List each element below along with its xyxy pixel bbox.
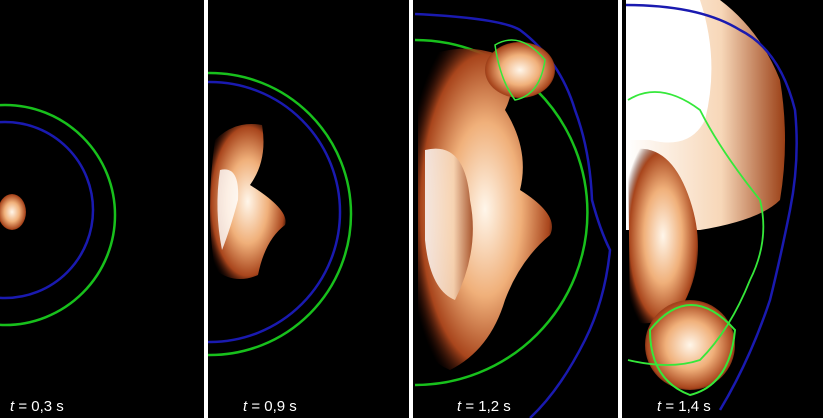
panel (0, 0, 204, 418)
time-value: = 1,4 s (665, 398, 710, 415)
panel-background (0, 0, 204, 418)
time-variable: t (657, 398, 662, 415)
simulation-figure: t = 0,3 s t = 0,9 s t = 1,2 s t = 1,4 s (0, 0, 823, 418)
time-value: = 0,3 s (18, 398, 63, 415)
time-value: = 0,9 s (251, 398, 296, 415)
time-label: t = 1,4 s (657, 398, 711, 415)
time-variable: t (457, 398, 462, 415)
panel (413, 0, 618, 418)
time-label: t = 0,9 s (243, 398, 297, 415)
hot-core (626, 0, 711, 143)
time-value: = 1,2 s (465, 398, 510, 415)
panel (622, 0, 823, 418)
time-label: t = 1,2 s (457, 398, 511, 415)
time-variable: t (243, 398, 248, 415)
time-label: t = 0,3 s (10, 398, 64, 415)
time-variable: t (10, 398, 15, 415)
bubble (645, 300, 735, 390)
